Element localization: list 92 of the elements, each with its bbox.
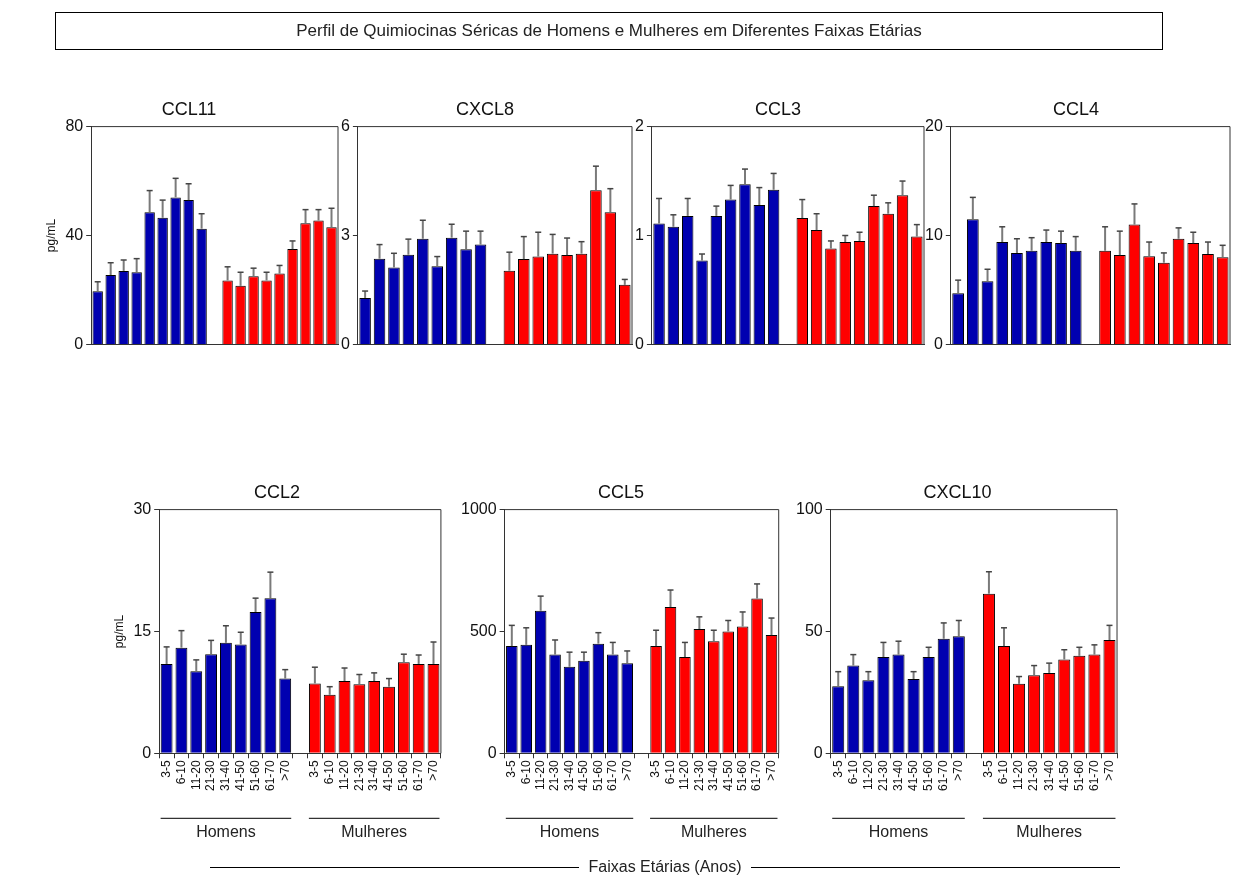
y-tick-label: 2: [634, 117, 644, 135]
y-axis-title: pg/mL: [111, 614, 126, 649]
y-tick-label: 3: [340, 225, 350, 243]
text: Homens: [868, 822, 929, 840]
x-tick-label: >70: [1101, 759, 1116, 781]
x-tick-label: 41-50: [905, 759, 920, 792]
x-tick-label: 6-10: [845, 760, 860, 785]
x-tick-label: 61-70: [1086, 759, 1101, 792]
y-tick-label: 100: [795, 500, 823, 518]
chart-title: CXCL8: [455, 98, 515, 119]
y-tick-label: 0: [74, 334, 84, 352]
x-tick-label: 51-60: [734, 759, 749, 792]
x-tick-label: >70: [951, 759, 966, 781]
x-tick-label: 11-20: [860, 759, 875, 791]
x-tick-label: >70: [619, 759, 634, 781]
x-tick-label: 31-40: [218, 759, 233, 792]
text: Mulheres: [680, 822, 747, 840]
y-tick-label: 500: [469, 621, 497, 639]
chart-title: CCL5: [597, 481, 645, 502]
x-tick-label: 51-60: [920, 759, 935, 792]
y-axis-title: pg/mL: [43, 218, 58, 253]
x-tick-label: 6-10: [518, 760, 533, 785]
y-tick-label: 20: [925, 117, 943, 135]
x-tick-label: 31-40: [561, 759, 576, 792]
x-tick-label: >70: [425, 759, 440, 781]
chart-title: CXCL10: [923, 481, 992, 502]
text: Faixas Etárias (Anos): [587, 858, 743, 876]
x-tick-label: 3-5: [648, 759, 663, 778]
y-tick-label: 6: [340, 117, 350, 135]
x-tick-label: 51-60: [1071, 759, 1086, 792]
y-tick-label: 10: [925, 225, 943, 243]
y-tick-label: 1000: [461, 500, 497, 518]
x-tick-label: 6-10: [173, 760, 188, 785]
chart-title: CCL11: [161, 98, 217, 119]
y-tick-label: 0: [634, 334, 644, 352]
x-tick-label: 11-20: [1011, 759, 1026, 791]
x-tick-label: 41-50: [576, 759, 591, 792]
x-tick-label: 3-5: [307, 759, 322, 778]
x-tick-label: 11-20: [336, 759, 351, 791]
x-tick-label: 31-40: [1041, 759, 1056, 792]
x-tick-label: 3-5: [830, 759, 845, 778]
x-tick-label: 11-20: [188, 759, 203, 791]
x-tick-label: 41-50: [381, 759, 396, 792]
x-tick-label: 3-5: [158, 759, 173, 778]
x-tick-label: 3-5: [981, 759, 996, 778]
x-tick-label: 31-40: [706, 759, 721, 792]
y-tick-label: 30: [133, 500, 152, 518]
x-tick-label: 61-70: [936, 759, 951, 792]
y-tick-label: 0: [142, 743, 152, 761]
y-tick-label: 15: [133, 621, 152, 639]
y-tick-label: 40: [65, 225, 84, 243]
x-tick-label: 3-5: [504, 759, 519, 778]
x-tick-label: 31-40: [890, 759, 905, 792]
x-tick-label: 21-30: [875, 759, 890, 792]
x-tick-label: 21-30: [1026, 759, 1041, 792]
x-tick-label: 21-30: [351, 759, 366, 792]
y-tick-label: 0: [487, 743, 497, 761]
x-tick-label: 6-10: [996, 760, 1011, 785]
x-tick-label: 21-30: [203, 759, 218, 792]
x-tick-label: 61-70: [262, 759, 277, 792]
x-tick-label: 61-70: [410, 759, 425, 792]
y-tick-label: 1: [634, 225, 644, 243]
x-tick-label: 41-50: [720, 759, 735, 792]
x-tick-label: 51-60: [247, 759, 262, 792]
text: Homens: [539, 822, 600, 840]
y-tick-label: 80: [65, 117, 84, 135]
chart-title: CCL3: [754, 98, 802, 119]
text: Mulheres: [1016, 822, 1083, 840]
x-tick-label: >70: [763, 759, 778, 781]
x-tick-label: 41-50: [1056, 759, 1071, 792]
x-tick-label: >70: [277, 759, 292, 781]
x-tick-label: 61-70: [605, 759, 620, 792]
y-tick-label: 0: [933, 334, 943, 352]
chart-title: CCL2: [253, 481, 301, 502]
x-tick-label: 11-20: [532, 759, 547, 791]
x-tick-label: 31-40: [366, 759, 381, 792]
x-tick-label: 6-10: [662, 760, 677, 785]
x-tick-label: 61-70: [749, 759, 764, 792]
x-tick-label: 21-30: [547, 759, 562, 792]
y-tick-label: 0: [813, 743, 823, 761]
x-tick-label: 51-60: [396, 759, 411, 792]
x-tick-label: 51-60: [590, 759, 605, 792]
chart-title: CCL4: [1052, 98, 1100, 119]
text: Perfil de Quimiocinas Séricas de Homens e Mulheres em Diferentes Faixas Etárias: [55, 12, 1163, 50]
x-tick-label: 6-10: [322, 760, 337, 785]
x-tick-label: 21-30: [691, 759, 706, 792]
text: Mulheres: [341, 822, 408, 840]
text: Homens: [196, 822, 256, 840]
x-tick-label: 11-20: [677, 759, 692, 791]
x-tick-label: 41-50: [233, 759, 248, 792]
y-tick-label: 0: [340, 334, 350, 352]
y-tick-label: 50: [804, 621, 823, 639]
